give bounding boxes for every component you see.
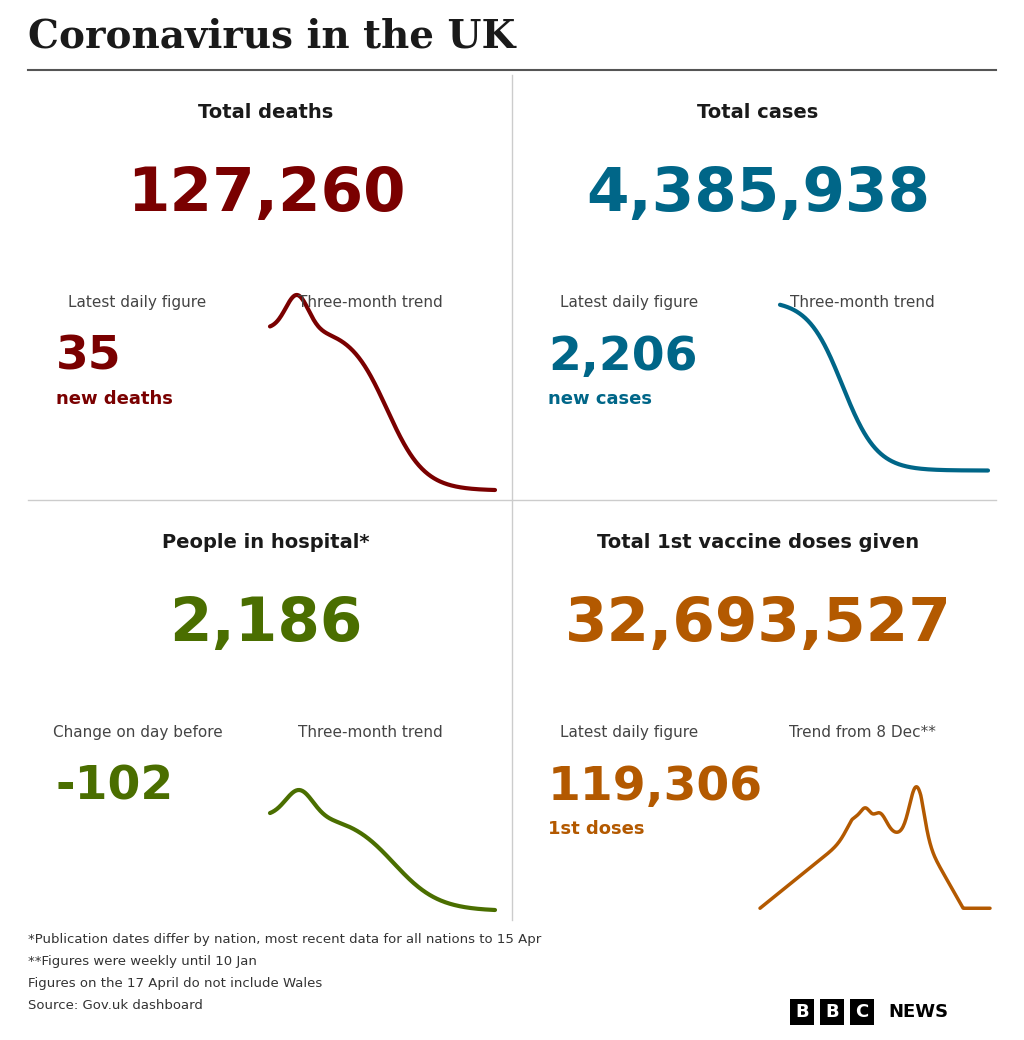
Text: Total deaths: Total deaths bbox=[199, 103, 334, 122]
Text: Three-month trend: Three-month trend bbox=[298, 295, 443, 310]
Text: Latest daily figure: Latest daily figure bbox=[560, 295, 698, 310]
Text: B: B bbox=[825, 1003, 839, 1021]
Text: Figures on the 17 April do not include Wales: Figures on the 17 April do not include W… bbox=[28, 977, 323, 990]
FancyBboxPatch shape bbox=[790, 999, 814, 1025]
Text: new cases: new cases bbox=[548, 390, 652, 408]
Text: Three-month trend: Three-month trend bbox=[791, 295, 935, 310]
Text: Latest daily figure: Latest daily figure bbox=[69, 295, 207, 310]
Text: new deaths: new deaths bbox=[56, 390, 173, 408]
Text: People in hospital*: People in hospital* bbox=[162, 532, 370, 552]
Text: Three-month trend: Three-month trend bbox=[298, 725, 443, 740]
Text: 2,206: 2,206 bbox=[548, 335, 697, 380]
Text: 4,385,938: 4,385,938 bbox=[586, 165, 930, 224]
Text: 32,693,527: 32,693,527 bbox=[564, 595, 951, 654]
Text: 1st doses: 1st doses bbox=[548, 820, 644, 838]
Text: C: C bbox=[855, 1003, 868, 1021]
Text: -102: -102 bbox=[56, 765, 174, 810]
Text: Total cases: Total cases bbox=[697, 103, 818, 122]
Text: Coronavirus in the UK: Coronavirus in the UK bbox=[28, 18, 515, 56]
Text: Change on day before: Change on day before bbox=[52, 725, 222, 740]
Text: 35: 35 bbox=[56, 335, 122, 380]
FancyBboxPatch shape bbox=[820, 999, 844, 1025]
FancyBboxPatch shape bbox=[850, 999, 874, 1025]
Text: Trend from 8 Dec**: Trend from 8 Dec** bbox=[790, 725, 936, 740]
Text: 2,186: 2,186 bbox=[169, 595, 362, 654]
Text: *Publication dates differ by nation, most recent data for all nations to 15 Apr: *Publication dates differ by nation, mos… bbox=[28, 933, 542, 946]
Text: Source: Gov.uk dashboard: Source: Gov.uk dashboard bbox=[28, 999, 203, 1012]
Text: NEWS: NEWS bbox=[888, 1003, 948, 1021]
Text: 127,260: 127,260 bbox=[127, 165, 406, 224]
Text: **Figures were weekly until 10 Jan: **Figures were weekly until 10 Jan bbox=[28, 955, 257, 968]
Text: B: B bbox=[796, 1003, 809, 1021]
Text: Latest daily figure: Latest daily figure bbox=[560, 725, 698, 740]
Text: Total 1st vaccine doses given: Total 1st vaccine doses given bbox=[597, 532, 920, 552]
Text: 119,306: 119,306 bbox=[548, 765, 763, 810]
